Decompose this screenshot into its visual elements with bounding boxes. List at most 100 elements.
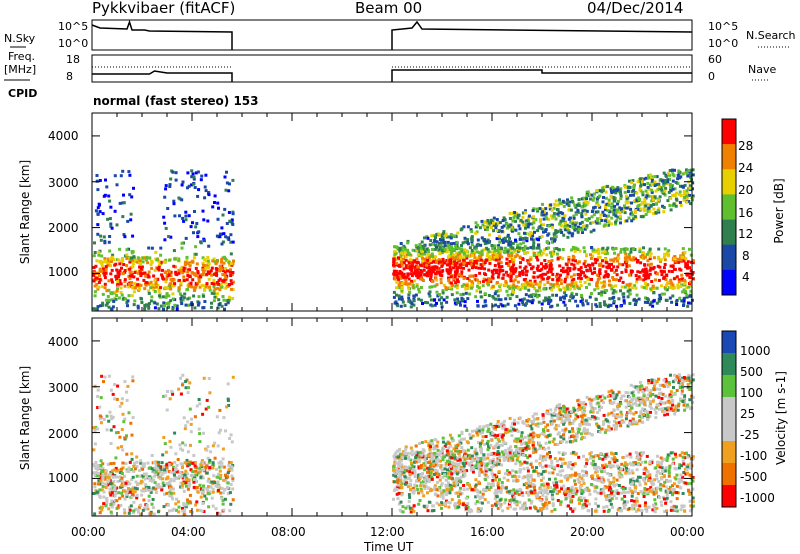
- data-cell: [144, 485, 148, 489]
- data-cell: [595, 189, 599, 192]
- data-cell: [231, 479, 235, 482]
- data-cell: [668, 203, 672, 207]
- data-cell: [447, 278, 451, 282]
- data-cell: [392, 257, 396, 261]
- data-cell: [224, 235, 228, 239]
- data-cell: [167, 301, 171, 305]
- data-cell: [506, 233, 510, 237]
- data-cell: [474, 266, 478, 270]
- data-cell: [552, 283, 556, 287]
- data-cell: [457, 273, 461, 276]
- data-cell: [487, 283, 490, 287]
- data-cell: [131, 475, 135, 479]
- data-cell: [496, 294, 500, 298]
- data-cell: [93, 482, 97, 486]
- data-cell: [537, 246, 541, 250]
- data-cell: [104, 265, 108, 269]
- data-cell: [194, 285, 198, 289]
- data-cell: [689, 202, 692, 206]
- data-cell: [421, 247, 425, 251]
- data-cell: [187, 282, 191, 286]
- data-cell: [691, 496, 695, 500]
- data-cell: [490, 244, 494, 247]
- data-cell: [181, 269, 185, 272]
- data-cell: [681, 459, 685, 463]
- data-cell: [502, 224, 506, 228]
- data-cell: [580, 215, 584, 219]
- data-cell: [474, 447, 478, 451]
- data-cell: [674, 181, 678, 184]
- data-cell: [173, 257, 177, 261]
- data-cell: [165, 273, 169, 277]
- data-cell: [216, 475, 220, 479]
- data-cell: [113, 209, 117, 213]
- data-cell: [689, 280, 693, 284]
- data-cell: [173, 303, 177, 307]
- data-cell: [149, 282, 153, 286]
- data-cell: [663, 252, 667, 256]
- data-cell: [665, 251, 669, 255]
- data-cell: [432, 267, 436, 271]
- data-cell: [675, 497, 679, 501]
- data-cell: [98, 210, 102, 214]
- data-cell: [392, 480, 396, 484]
- data-cell: [508, 211, 512, 215]
- data-cell: [632, 256, 636, 260]
- data-cell: [201, 486, 205, 490]
- data-cell: [536, 264, 540, 268]
- data-cell: [555, 208, 559, 211]
- data-cell: [622, 299, 626, 303]
- data-cell: [194, 252, 198, 256]
- data-cell: [129, 212, 133, 216]
- data-cell: [529, 283, 533, 287]
- data-cell: [125, 390, 128, 394]
- data-cell: [402, 261, 406, 265]
- data-cell: [577, 455, 581, 459]
- data-cell: [500, 247, 504, 251]
- data-cell: [404, 280, 408, 284]
- data-cell: [561, 219, 565, 223]
- data-cell: [187, 463, 191, 467]
- data-cell: [606, 272, 609, 276]
- data-cell: [523, 245, 527, 249]
- data-cell: [471, 429, 474, 433]
- data-cell: [565, 478, 569, 482]
- data-cell: [144, 282, 147, 286]
- data-cell: [417, 297, 421, 301]
- data-cell: [118, 279, 122, 283]
- data-cell: [440, 263, 444, 267]
- data-cell: [119, 282, 123, 286]
- data-cell: [209, 305, 213, 309]
- data-cell: [598, 271, 602, 275]
- data-cell: [612, 196, 616, 200]
- data-cell: [455, 286, 459, 290]
- data-cell: [106, 473, 110, 477]
- data-cell: [613, 251, 616, 255]
- data-cell: [124, 481, 128, 485]
- data-cell: [97, 471, 100, 475]
- data-cell: [423, 250, 427, 254]
- data-cell: [470, 283, 474, 287]
- data-cell: [147, 485, 151, 489]
- data-cell: [114, 466, 118, 470]
- data-cell: [440, 455, 444, 459]
- data-cell: [228, 220, 232, 224]
- data-cell: [109, 224, 113, 228]
- data-cell: [108, 410, 112, 414]
- data-cell: [121, 412, 125, 416]
- data-cell: [542, 217, 546, 221]
- data-cell: [629, 193, 632, 197]
- data-cell: [483, 292, 487, 296]
- data-cell: [412, 266, 415, 270]
- data-cell: [569, 452, 573, 455]
- data-cell: [168, 270, 172, 274]
- data-cell: [96, 467, 100, 471]
- data-cell: [414, 293, 418, 297]
- data-cell: [394, 300, 398, 304]
- data-cell: [434, 272, 438, 276]
- data-cell: [633, 211, 637, 215]
- data-cell: [638, 187, 642, 191]
- data-cell: [449, 281, 453, 285]
- data-cell: [202, 510, 206, 513]
- data-cell: [624, 268, 628, 272]
